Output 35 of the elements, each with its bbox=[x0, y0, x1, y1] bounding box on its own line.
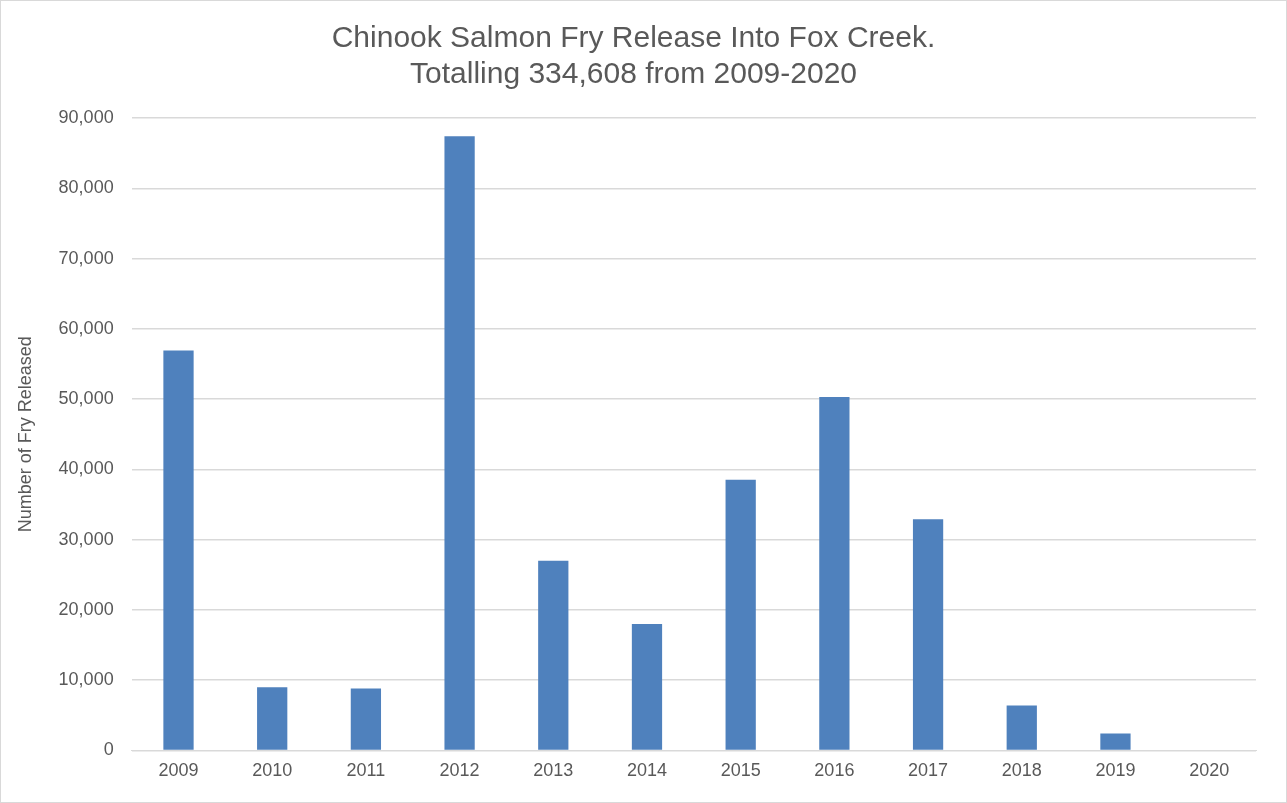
x-tick-label: 2019 bbox=[1095, 760, 1136, 781]
bar bbox=[538, 560, 569, 750]
x-tick-label: 2012 bbox=[439, 760, 480, 781]
bar bbox=[350, 688, 382, 750]
bar bbox=[631, 623, 663, 750]
y-tick-label: 70,000 bbox=[58, 247, 114, 268]
y-tick-label: 50,000 bbox=[58, 388, 114, 409]
y-tick-label: 80,000 bbox=[58, 177, 114, 198]
y-tick-label: 20,000 bbox=[58, 598, 114, 619]
y-tick-label: 10,000 bbox=[58, 669, 114, 690]
y-tick-label: 0 bbox=[103, 739, 114, 760]
chart-title: Chinook Salmon Fry Release Into Fox Creek. Totalling 334,608 from 2009-2020 bbox=[331, 20, 936, 90]
bar bbox=[444, 136, 475, 750]
x-tick-label: 2020 bbox=[1189, 760, 1230, 781]
bar bbox=[1006, 705, 1037, 750]
x-tick-label: 2017 bbox=[908, 760, 949, 781]
x-tick-label: 2016 bbox=[814, 760, 855, 781]
x-tick-label: 2018 bbox=[1001, 760, 1042, 781]
y-tick-label: 40,000 bbox=[58, 458, 114, 479]
bar bbox=[912, 519, 944, 750]
bar bbox=[163, 350, 194, 750]
x-tick-label: 2010 bbox=[252, 760, 293, 781]
y-tick-label: 60,000 bbox=[58, 317, 114, 338]
y-tick-label: 90,000 bbox=[58, 106, 114, 127]
x-tick-label: 2014 bbox=[626, 760, 667, 781]
x-tick-label: 2013 bbox=[533, 760, 574, 781]
bar bbox=[257, 687, 288, 750]
y-tick-label: 30,000 bbox=[58, 528, 114, 549]
bar bbox=[725, 479, 756, 750]
bar bbox=[819, 396, 850, 750]
x-tick-label: 2009 bbox=[158, 760, 199, 781]
y-axis-title: Number of Fry Released bbox=[14, 336, 35, 533]
bar bbox=[1100, 733, 1131, 750]
x-tick-label: 2011 bbox=[346, 760, 386, 781]
x-tick-label: 2015 bbox=[720, 760, 761, 781]
